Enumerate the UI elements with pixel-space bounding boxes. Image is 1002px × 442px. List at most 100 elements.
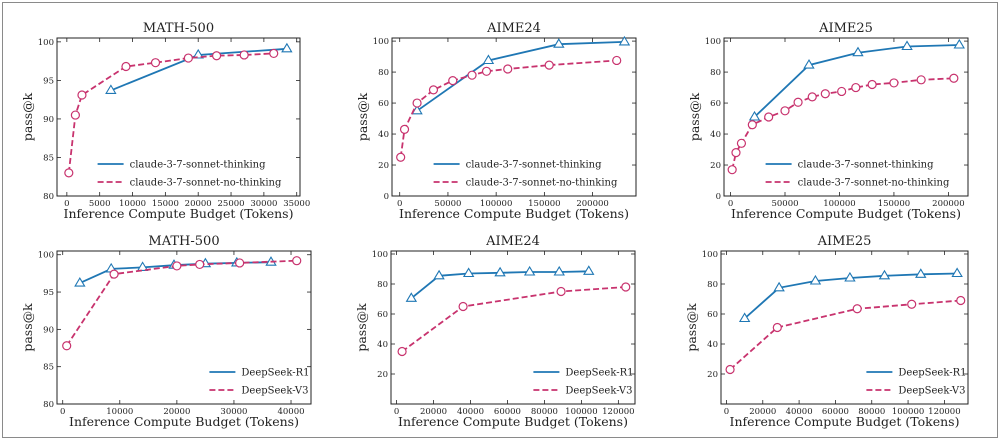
- x-tick-label: 150000: [878, 199, 910, 209]
- series-line-2: [399, 59, 617, 158]
- x-tick-label: 30000: [250, 199, 277, 209]
- y-tick-label: 0: [716, 192, 721, 202]
- data-point: [523, 265, 536, 276]
- x-tick-label: 60000: [494, 407, 521, 417]
- data-point: [136, 261, 149, 271]
- y-tick-label: 0: [384, 192, 389, 202]
- x-tick-label: 0: [64, 199, 69, 209]
- x-tick-label: 60000: [822, 407, 849, 417]
- data-point: [949, 73, 959, 83]
- data-point: [172, 261, 182, 271]
- chart-title: AIME24: [485, 234, 540, 249]
- chart-title: AIME24: [486, 21, 541, 36]
- chart-panel-6: AIME25 0 20000 40000 60000 80000 100000 120000 2…: [684, 234, 969, 429]
- data-point: [553, 265, 565, 276]
- chart-panel-5: AIME24 0 20000 40000 60000 80000 100000 120000 2…: [354, 234, 636, 429]
- data-point: [467, 70, 477, 80]
- legend-label: claude-3-7-sonnet-thinking: [798, 160, 935, 171]
- data-point: [889, 78, 899, 88]
- x-axis-label: Inference Compute Budget (Tokens): [399, 206, 629, 221]
- x-tick-label: 100000: [480, 199, 512, 209]
- y-tick-label: 40: [377, 340, 388, 350]
- y-tick-label: 80: [378, 68, 389, 78]
- y-tick-label: 60: [378, 99, 389, 109]
- legend: claude-3-7-sonnet-thinking claude-3-7-son…: [433, 160, 618, 189]
- data-point: [105, 84, 117, 94]
- y-tick-label: 80: [43, 400, 54, 410]
- data-point: [397, 346, 407, 357]
- x-tick-label: 100000: [823, 199, 855, 209]
- data-point: [727, 165, 737, 175]
- data-point: [281, 42, 293, 53]
- data-point: [192, 48, 204, 59]
- axes-box: [723, 37, 969, 197]
- y-tick-label: 20: [710, 161, 721, 171]
- data-point: [109, 269, 119, 279]
- chart-panel-3: AIME25 0 50000 100000 150000 200000 0 20 40 60 80 1…: [687, 21, 969, 221]
- y-axis-label: pass@k: [20, 92, 35, 141]
- x-tick-label: 40000: [277, 407, 304, 417]
- data-point: [956, 295, 966, 306]
- chart-title: MATH-500: [148, 234, 219, 249]
- x-tick-label: 10000: [106, 407, 133, 417]
- axes-box: [391, 37, 637, 197]
- y-tick-label: 60: [377, 310, 388, 320]
- data-point: [433, 269, 445, 280]
- chart-panel-4: MATH-500 0 10000 20000 30000 40000 80 85 90 95 100…: [20, 234, 312, 429]
- axes-box: [390, 250, 636, 405]
- x-tick-label: 0: [397, 199, 402, 209]
- axes-box: [720, 250, 969, 405]
- y-tick-label: 100: [372, 250, 388, 260]
- legend-label: DeepSeek-R1: [898, 368, 966, 379]
- data-point: [612, 55, 622, 66]
- y-axis-label: pass@k: [687, 92, 702, 141]
- data-point: [211, 51, 222, 61]
- data-point: [951, 267, 963, 278]
- legend-label: claude-3-7-sonnet-no-thinking: [466, 178, 618, 189]
- data-point: [121, 61, 131, 72]
- data-point: [731, 148, 741, 158]
- data-point: [269, 48, 279, 59]
- y-tick-label: 80: [43, 192, 54, 202]
- y-tick-label: 85: [43, 153, 54, 163]
- data-point: [916, 75, 926, 85]
- legend: DeepSeek-R1 DeepSeek-V3: [533, 368, 634, 397]
- data-point: [64, 168, 74, 178]
- y-tick-label: 100: [705, 37, 721, 47]
- y-tick-label: 20: [707, 370, 718, 380]
- x-tick-label: 40000: [786, 407, 813, 417]
- x-tick-label: 40000: [457, 407, 484, 417]
- x-tick-label: 30000: [220, 407, 247, 417]
- data-point: [780, 106, 790, 116]
- series-line-2: [731, 77, 954, 170]
- data-point: [553, 38, 565, 48]
- data-point: [195, 259, 205, 270]
- chart-title: MATH-500: [143, 21, 214, 36]
- data-point: [396, 152, 406, 162]
- x-axis-label: Inference Compute Budget (Tokens): [398, 414, 628, 429]
- data-point: [807, 92, 817, 102]
- x-axis-label: Inference Compute Budget (Tokens): [730, 414, 960, 429]
- series-line-1: [416, 41, 625, 112]
- x-tick-label: 20000: [185, 199, 212, 209]
- data-point: [405, 292, 418, 302]
- data-point: [583, 265, 595, 275]
- data-point: [462, 267, 475, 278]
- x-tick-label: 0: [724, 407, 729, 417]
- data-point: [725, 364, 735, 375]
- y-axis-label: pass@k: [355, 92, 370, 141]
- legend-label: DeepSeek-R1: [241, 368, 309, 379]
- x-tick-label: 50000: [434, 199, 461, 209]
- data-point: [556, 286, 566, 297]
- axes-box: [56, 37, 301, 197]
- legend-label: DeepSeek-V3: [565, 386, 632, 397]
- legend-label: DeepSeek-V3: [241, 386, 308, 397]
- data-point: [481, 66, 492, 76]
- x-tick-label: 120000: [602, 407, 634, 417]
- data-point: [793, 97, 803, 107]
- data-point: [239, 50, 249, 60]
- x-tick-label: 0: [60, 407, 65, 417]
- series-line-2: [729, 299, 961, 371]
- data-point: [953, 38, 965, 49]
